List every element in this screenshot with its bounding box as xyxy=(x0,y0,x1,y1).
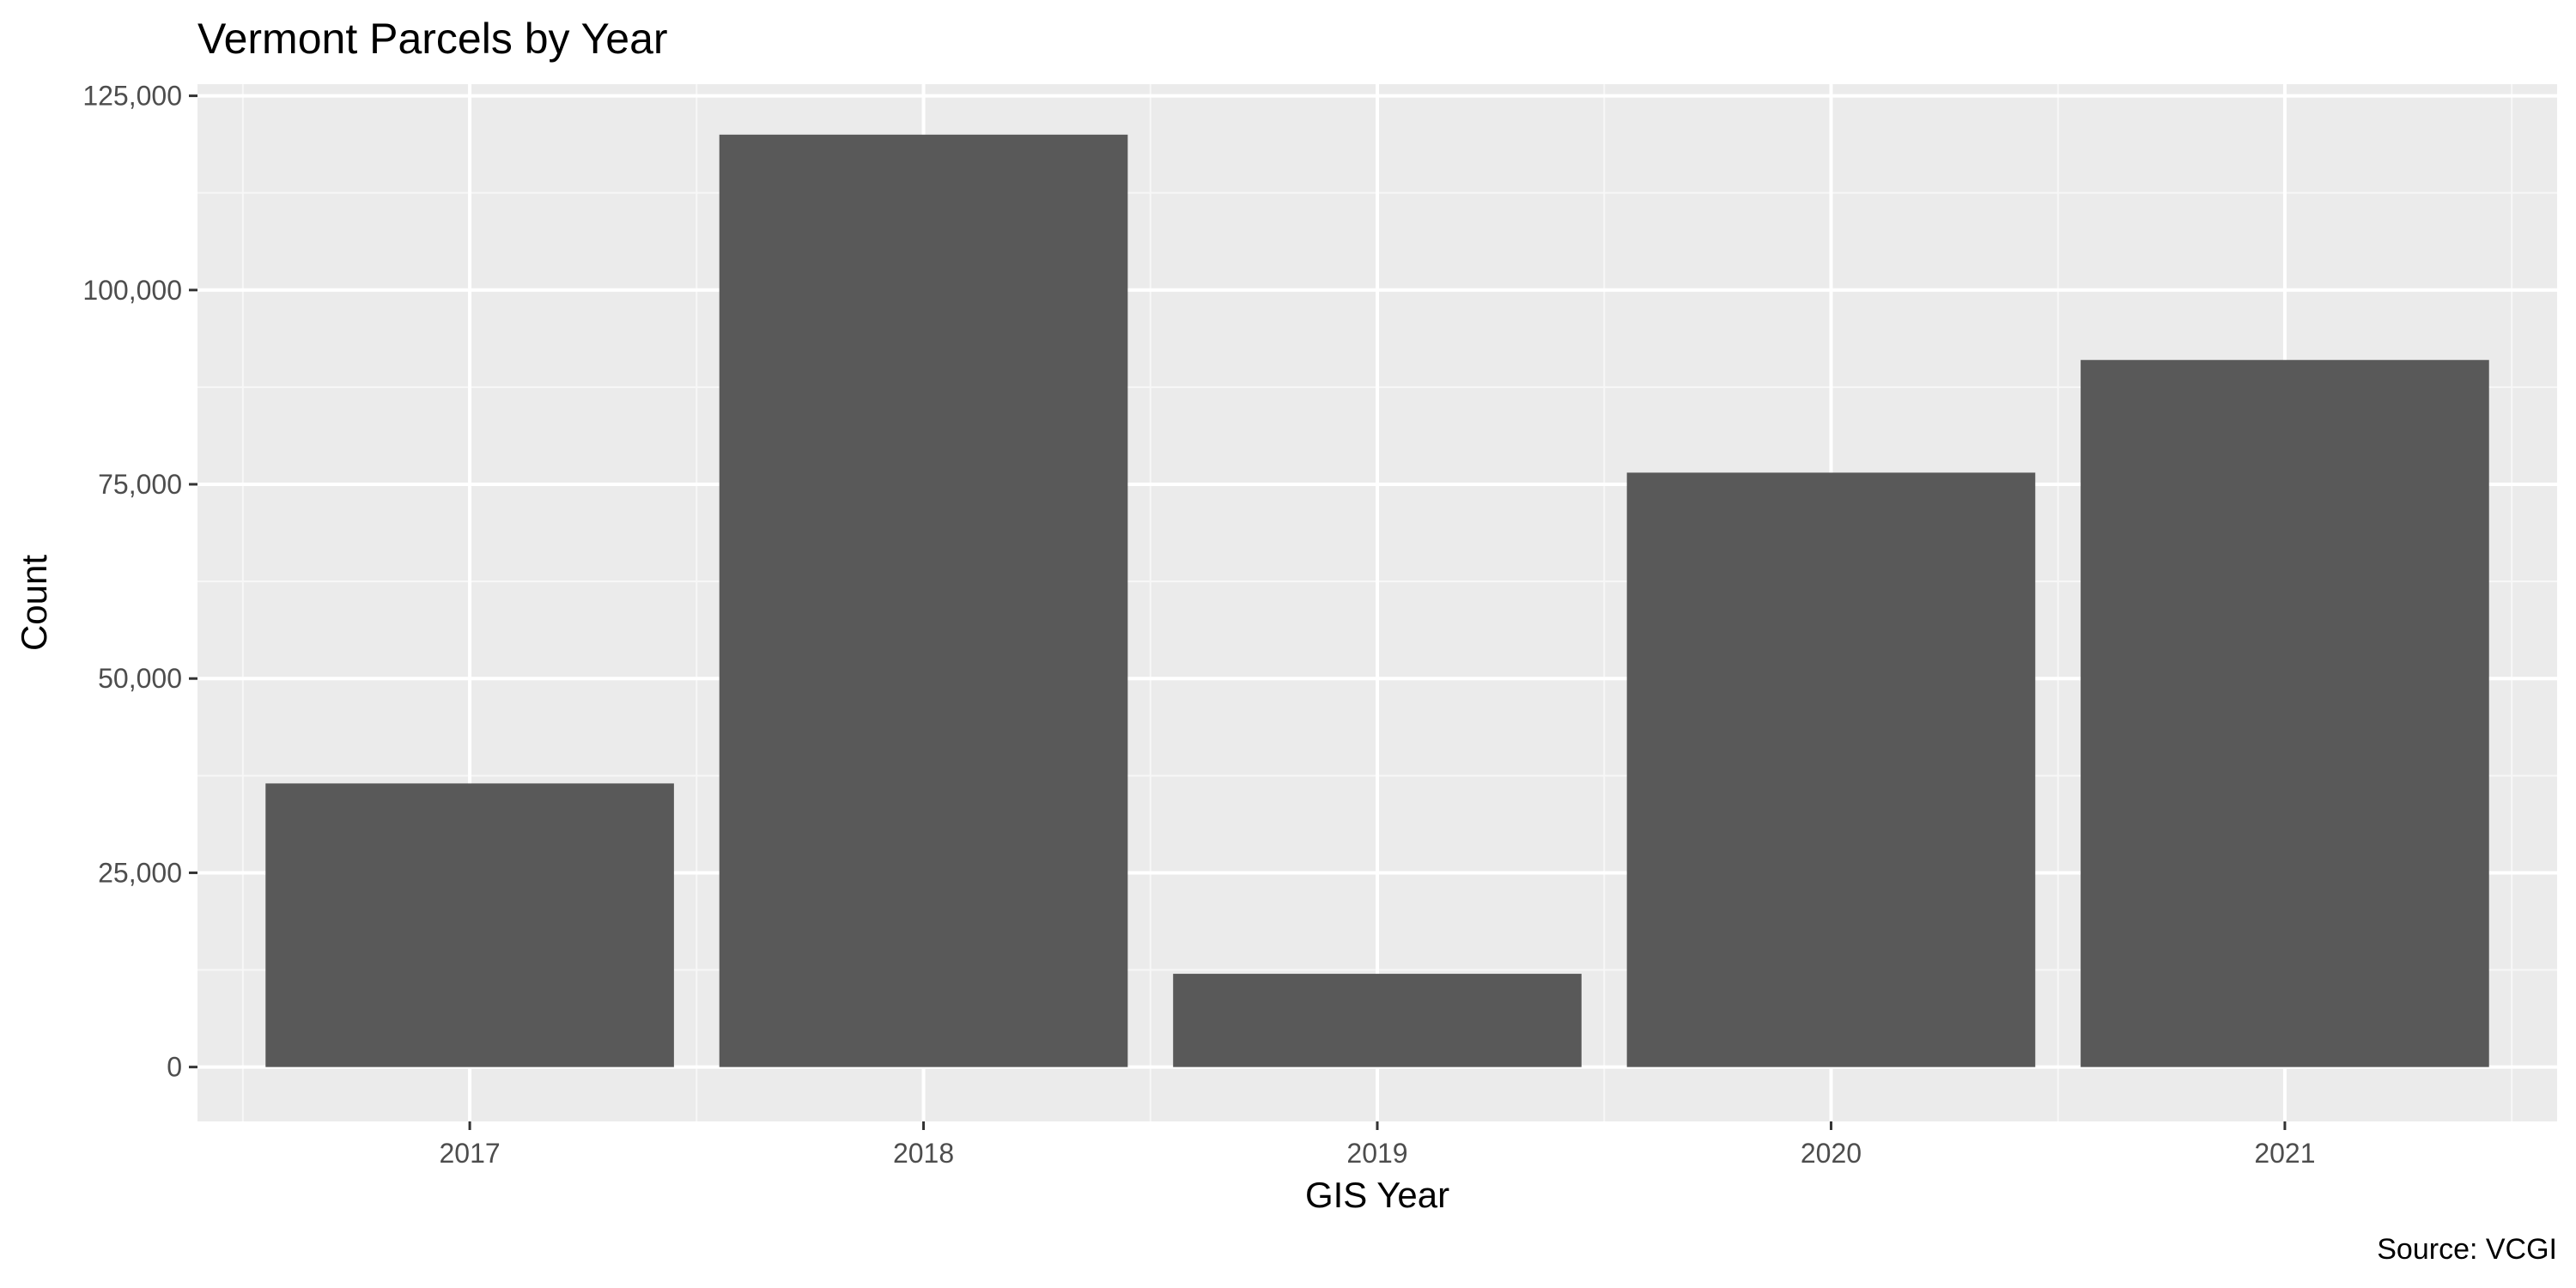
x-axis: 2017 2018 2019 2020 2021 xyxy=(439,1121,2316,1169)
bar-2017 xyxy=(265,783,674,1067)
y-axis-title: Count xyxy=(14,555,54,651)
chart-caption: Source: VCGI xyxy=(2377,1233,2557,1266)
x-axis-title: GIS Year xyxy=(1305,1175,1449,1215)
bar-2021 xyxy=(2081,360,2489,1067)
x-tick-label: 2020 xyxy=(1801,1138,1862,1169)
x-tick-label: 2018 xyxy=(893,1138,954,1169)
chart-title: Vermont Parcels by Year xyxy=(197,15,668,63)
y-axis: 0 25,000 50,000 75,000 100,000 125,000 xyxy=(82,81,197,1083)
bar-2019 xyxy=(1173,974,1582,1067)
x-tick-label: 2017 xyxy=(439,1138,500,1169)
x-tick-label: 2021 xyxy=(2254,1138,2315,1169)
x-tick-label: 2019 xyxy=(1346,1138,1407,1169)
y-tick-label: 50,000 xyxy=(98,663,182,694)
y-tick-label: 0 xyxy=(167,1052,182,1083)
bars xyxy=(265,134,2489,1067)
y-tick-label: 25,000 xyxy=(98,857,182,888)
bar-2018 xyxy=(719,134,1128,1067)
y-tick-label: 125,000 xyxy=(82,81,182,112)
y-tick-label: 100,000 xyxy=(82,275,182,306)
y-tick-label: 75,000 xyxy=(98,469,182,500)
bar-2020 xyxy=(1626,472,2036,1067)
